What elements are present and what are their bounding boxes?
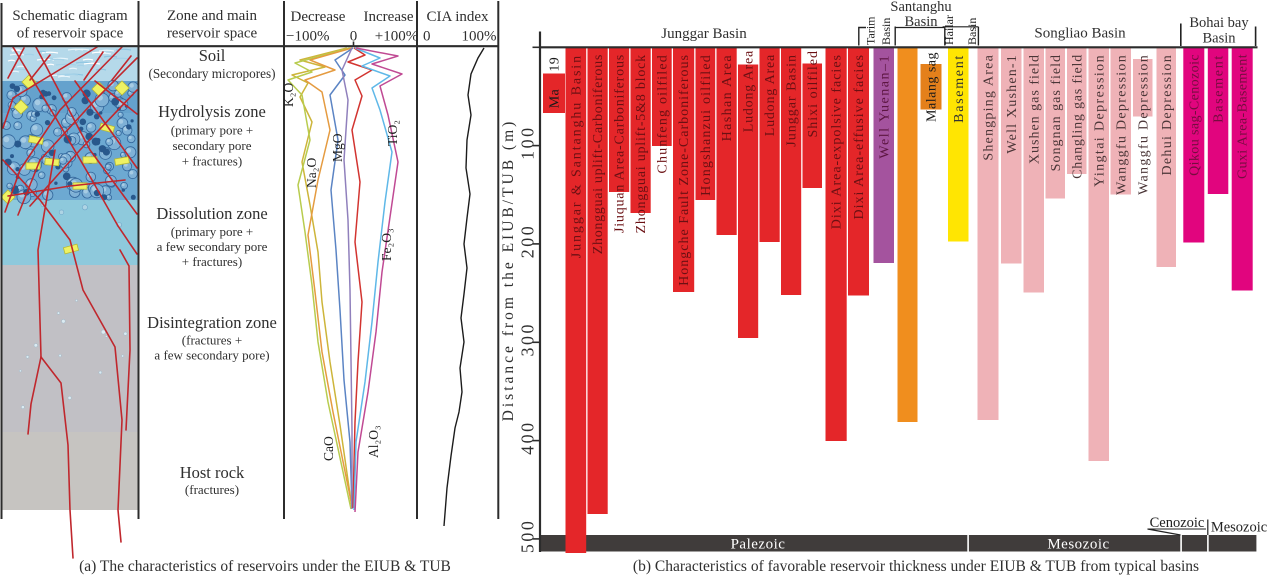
- svg-text:100%: 100%: [462, 29, 497, 45]
- svg-text:(Secondary micropores): (Secondary micropores): [148, 66, 275, 81]
- svg-text:0: 0: [350, 29, 358, 45]
- svg-text:Hailar: Hailar: [942, 15, 956, 45]
- svg-text:reservoir space: reservoir space: [167, 26, 258, 42]
- svg-text:Palezoic: Palezoic: [731, 537, 786, 553]
- svg-text:Soil: Soil: [199, 46, 226, 65]
- svg-text:Hongche Fault Zone-Carbonifero: Hongche Fault Zone-Carboniferous: [677, 54, 692, 286]
- svg-text:100: 100: [518, 125, 538, 160]
- svg-text:Guxi Area-Basement: Guxi Area-Basement: [1236, 54, 1251, 179]
- svg-text:Mesozoic: Mesozoic: [1211, 520, 1267, 536]
- svg-text:+100%: +100%: [375, 29, 418, 45]
- svg-text:(fractures): (fractures): [185, 482, 239, 497]
- svg-text:Distance from the EIUB/TUB (m): Distance from the EIUB/TUB (m): [500, 119, 517, 422]
- svg-text:200: 200: [518, 224, 538, 259]
- svg-text:Hongshanzui oilfiled: Hongshanzui oilfiled: [699, 54, 714, 196]
- svg-text:CaO: CaO: [321, 436, 336, 461]
- svg-text:−100%: −100%: [286, 29, 329, 45]
- svg-text:Junggar & Santanghu Basin: Junggar & Santanghu Basin: [569, 54, 584, 258]
- svg-text:Cenozoic: Cenozoic: [1150, 515, 1205, 531]
- svg-text:Yingtai Depression: Yingtai Depression: [1092, 54, 1107, 187]
- svg-text:Hashan Area: Hashan Area: [720, 54, 735, 141]
- svg-text:secondary pore: secondary pore: [172, 138, 251, 153]
- svg-text:Decrease: Decrease: [291, 9, 346, 25]
- svg-text:Dixi Area-expolsive facies: Dixi Area-expolsive facies: [830, 54, 845, 229]
- svg-text:(b) Characteristics of favorab: (b) Characteristics of favorable reservo…: [633, 558, 1199, 575]
- svg-text:Basement: Basement: [1212, 54, 1227, 123]
- svg-text:Santanghu: Santanghu: [890, 0, 951, 15]
- svg-text:a few secondary pore): a few secondary pore): [154, 348, 269, 363]
- svg-text:Shixi oilfiled: Shixi oilfiled: [806, 50, 821, 138]
- svg-text:Ludong Area: Ludong Area: [763, 54, 778, 136]
- svg-text:CIA index: CIA index: [426, 9, 489, 25]
- svg-text:400: 400: [518, 420, 538, 455]
- svg-text:Zhongguai uplift-5&8 block: Zhongguai uplift-5&8 block: [634, 54, 649, 233]
- svg-text:Basin: Basin: [1202, 31, 1236, 47]
- svg-text:Xushen gas field: Xushen gas field: [1027, 54, 1042, 164]
- svg-text:Hydrolysis zone: Hydrolysis zone: [158, 102, 266, 121]
- svg-text:a few secondary pore: a few secondary pore: [157, 239, 268, 254]
- svg-text:Zhongguai uplift-Carboniferous: Zhongguai uplift-Carboniferous: [591, 54, 606, 254]
- svg-text:Disintegration zone: Disintegration zone: [147, 313, 277, 332]
- svg-text:Dissolution zone: Dissolution zone: [156, 204, 267, 223]
- svg-text:Basin: Basin: [965, 18, 979, 45]
- svg-text:Mesozoic: Mesozoic: [1047, 537, 1109, 553]
- svg-text:Changling gas field: Changling gas field: [1070, 54, 1085, 179]
- svg-text:Shengping Area: Shengping Area: [982, 54, 997, 161]
- svg-text:Basin: Basin: [879, 18, 893, 45]
- svg-text:19: 19: [548, 57, 563, 72]
- svg-text:Well Yuenan–1: Well Yuenan–1: [877, 54, 892, 159]
- svg-text:Ma: Ma: [548, 89, 563, 109]
- svg-text:Increase: Increase: [364, 9, 414, 25]
- svg-text:Jiuquan Area-Carboniferous: Jiuquan Area-Carboniferous: [613, 54, 628, 233]
- svg-text:Songnan gas field: Songnan gas field: [1049, 54, 1064, 171]
- svg-text:Na₂O: Na₂O: [304, 158, 319, 188]
- svg-text:Qikou sag-Cenozoic: Qikou sag-Cenozoic: [1187, 54, 1202, 176]
- svg-text:Host rock: Host rock: [180, 463, 245, 482]
- svg-text:+ fractures): + fractures): [182, 254, 242, 269]
- svg-text:of reservoir space: of reservoir space: [17, 26, 124, 42]
- svg-text:Dehui Depression: Dehui Depression: [1160, 54, 1175, 176]
- svg-text:0: 0: [423, 29, 431, 45]
- svg-text:Schematic diagram: Schematic diagram: [12, 8, 128, 24]
- svg-text:(primary pore +: (primary pore +: [171, 123, 253, 138]
- svg-text:Basin: Basin: [904, 14, 938, 30]
- svg-text:Wanggfu Depression: Wanggfu Depression: [1136, 54, 1151, 195]
- svg-text:(primary pore +: (primary pore +: [171, 224, 253, 239]
- svg-text:Bohai bay: Bohai bay: [1189, 15, 1249, 31]
- svg-text:Fe₂O₃: Fe₂O₃: [379, 228, 394, 261]
- svg-text:TiO₂: TiO₂: [385, 120, 400, 146]
- svg-text:Basement: Basement: [952, 54, 967, 123]
- svg-text:Songliao Basin: Songliao Basin: [1034, 26, 1126, 42]
- svg-text:(fractures +: (fractures +: [182, 333, 242, 348]
- svg-text:Junggar Basin: Junggar Basin: [785, 54, 800, 147]
- svg-text:MgO: MgO: [330, 133, 345, 162]
- svg-text:Dixi Area-effusive facies: Dixi Area-effusive facies: [852, 54, 867, 219]
- svg-text:500: 500: [518, 519, 538, 554]
- svg-text:+ fractures): + fractures): [182, 154, 242, 169]
- svg-text:Chunfeng oilfiled: Chunfeng oilfiled: [655, 54, 670, 174]
- svg-text:Wanggfu Depression: Wanggfu Depression: [1114, 54, 1129, 195]
- svg-text:Ludong Area: Ludong Area: [742, 50, 757, 132]
- svg-text:Tarim: Tarim: [864, 16, 878, 45]
- svg-text:(a) The characteristics of res: (a) The characteristics of reservoirs un…: [79, 558, 451, 575]
- svg-text:Malang sag: Malang sag: [925, 52, 940, 122]
- svg-text:Al₂O₃: Al₂O₃: [366, 425, 381, 458]
- svg-text:Junggar Basin: Junggar Basin: [661, 26, 747, 42]
- svg-text:Well Xushen-1: Well Xushen-1: [1005, 54, 1020, 154]
- svg-text:Zone and main: Zone and main: [167, 8, 257, 24]
- svg-text:300: 300: [518, 322, 538, 357]
- svg-text:K₂O: K₂O: [281, 83, 296, 107]
